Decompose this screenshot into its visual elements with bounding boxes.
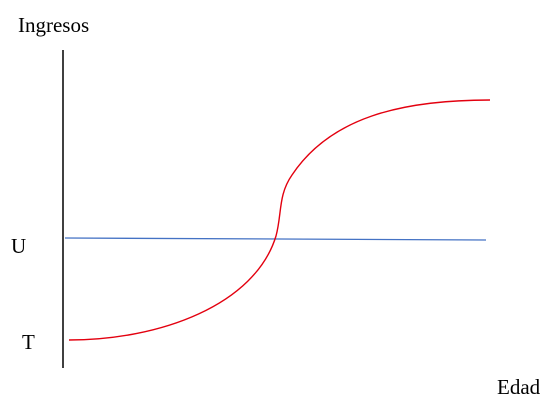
level-label-t: T [22,330,35,354]
x-axis-title: Edad [497,375,541,399]
s-curve [68,99,491,341]
y-axis-title: Ingresos [18,13,90,37]
level-label-u: U [11,234,27,258]
